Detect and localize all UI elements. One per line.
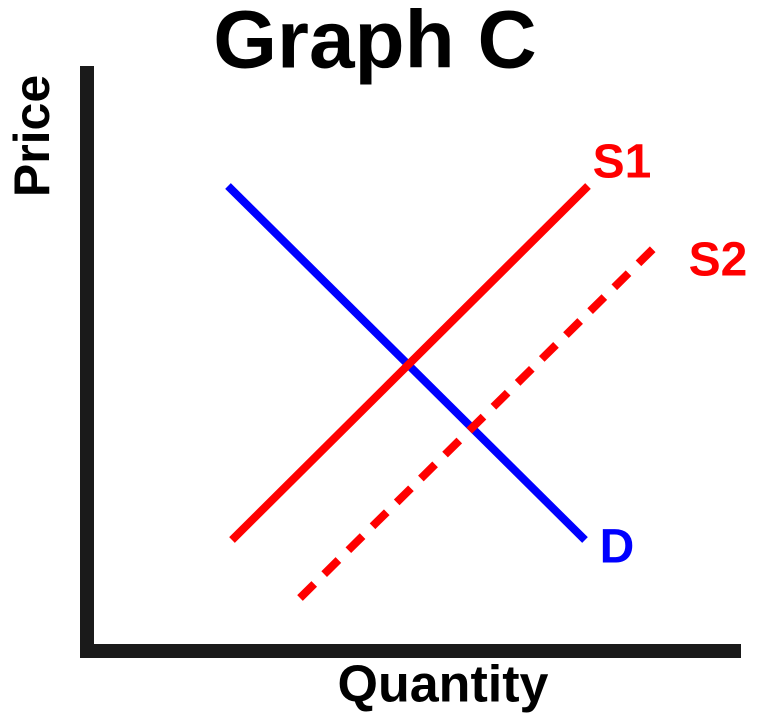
curve-label: S2: [689, 234, 748, 287]
x-axis-label: Quantity: [338, 656, 549, 714]
supply-line: [229, 183, 591, 543]
curve-label: S1: [593, 136, 652, 189]
title: Graph C: [213, 0, 536, 86]
y-axis-label: Price: [4, 75, 60, 197]
supply-line-shifted: [297, 241, 661, 601]
curve-label: D: [600, 521, 635, 574]
